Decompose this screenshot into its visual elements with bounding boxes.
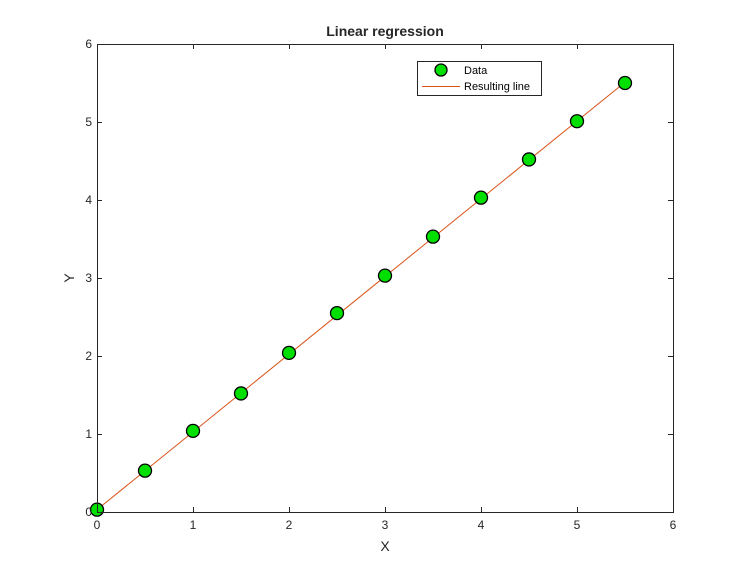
data-point (233, 386, 249, 401)
chart-title: Linear regression (326, 23, 444, 39)
legend-line-label: Resulting line (464, 81, 530, 93)
x-axis-label: X (380, 538, 390, 554)
data-point (137, 463, 153, 478)
y-tick-label: 5 (85, 115, 92, 129)
legend: Data Resulting line (417, 61, 542, 96)
y-tick-label: 1 (85, 427, 92, 441)
y-tick-label: 3 (85, 271, 92, 285)
x-tick-label: 4 (478, 518, 485, 532)
y-axis-label: Y (61, 273, 77, 283)
legend-data-label: Data (464, 65, 488, 77)
data-point (377, 268, 393, 283)
x-tick-label: 6 (670, 518, 677, 532)
x-tick-label: 0 (94, 518, 101, 532)
legend-data-marker (434, 63, 448, 77)
data-point (281, 345, 297, 361)
y-tick-label: 6 (85, 37, 92, 51)
data-point (617, 75, 633, 91)
data-point (473, 190, 489, 205)
y-tick-label: 2 (85, 349, 92, 363)
x-tick-label: 2 (286, 518, 293, 532)
x-tick-label: 3 (382, 518, 389, 532)
regression-line (96, 81, 626, 511)
axis-ticks: 0 1 2 3 4 5 6 0 1 2 3 4 5 6 (85, 37, 676, 532)
data-point (185, 423, 201, 439)
chart-marks (89, 75, 633, 517)
data-point (329, 305, 345, 321)
x-tick-label: 1 (190, 518, 197, 532)
data-point (425, 229, 441, 244)
x-tick-label: 5 (574, 518, 581, 532)
data-point (521, 152, 537, 167)
y-tick-label: 4 (85, 193, 92, 207)
data-point (569, 114, 585, 129)
y-tick-label: 0 (85, 505, 92, 519)
